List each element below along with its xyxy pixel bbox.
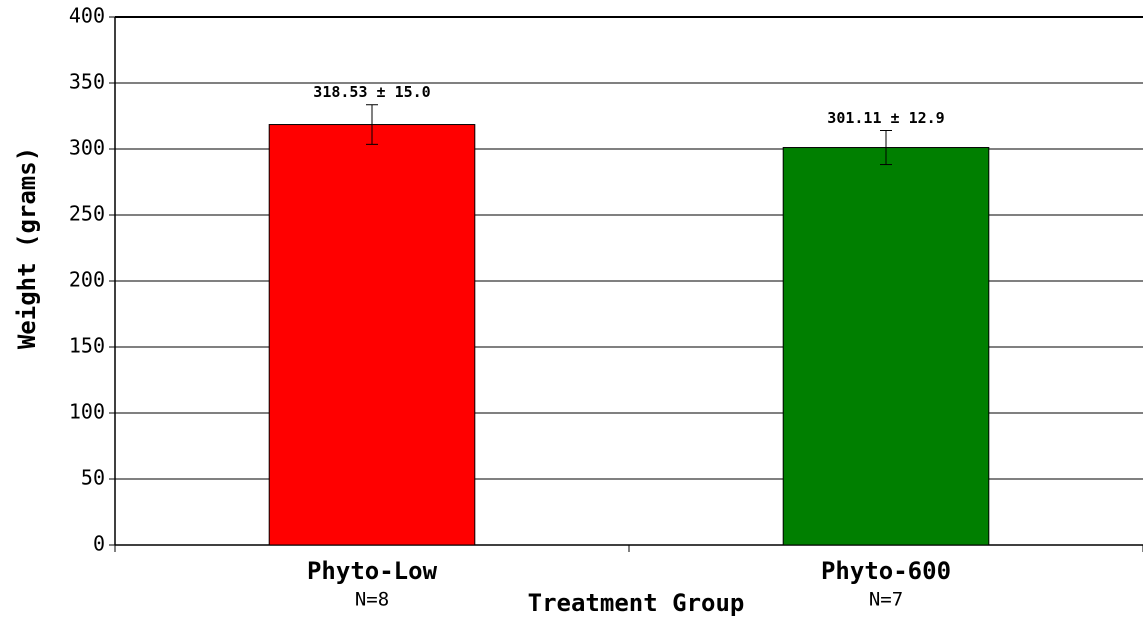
y-tick-label: 350 [69,70,105,94]
sample-size-label: N=7 [869,589,903,611]
x-tick-label: Phyto-600 [821,557,951,585]
y-tick-label: 300 [69,136,105,160]
bar [782,147,990,546]
y-tick-label: 400 [69,4,105,28]
y-tick-label: 0 [93,532,105,556]
y-tick-label: 100 [69,400,105,424]
x-axis-label: Treatment Group [528,589,745,617]
x-tick-label: Phyto-Low [307,557,438,585]
sample-size-label: N=8 [355,589,389,611]
y-tick-label: 50 [81,466,105,490]
value-label: 318.53 ± 15.0 [313,83,430,101]
bar [268,124,476,546]
y-axis-label: Weight (grams) [13,147,41,349]
y-tick-label: 250 [69,202,105,226]
y-tick-label: 150 [69,334,105,358]
value-label: 301.11 ± 12.9 [827,109,944,127]
y-tick-label: 200 [69,268,105,292]
